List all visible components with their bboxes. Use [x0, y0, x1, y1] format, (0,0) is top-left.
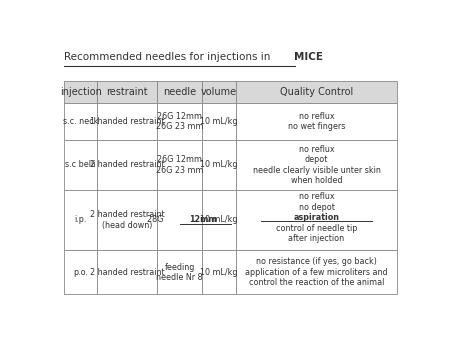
Bar	[97, 103, 158, 140]
Bar	[97, 140, 158, 190]
Bar	[158, 103, 202, 140]
Text: injection: injection	[60, 87, 102, 97]
Text: 2 handed restraint: 2 handed restraint	[90, 160, 165, 169]
Bar	[158, 140, 202, 190]
Text: after injection: after injection	[288, 234, 345, 243]
Bar	[97, 190, 158, 250]
Bar	[64, 190, 97, 250]
Text: Quality Control: Quality Control	[280, 87, 353, 97]
Text: 2 handed restraint: 2 handed restraint	[90, 268, 165, 277]
Bar	[236, 81, 397, 103]
Text: s.c. neck: s.c. neck	[63, 117, 98, 126]
Bar	[158, 190, 202, 250]
Text: 10 mL/kg: 10 mL/kg	[200, 160, 238, 169]
Text: 2 handed restraint
(head down): 2 handed restraint (head down)	[90, 210, 165, 230]
Bar	[236, 103, 397, 140]
Text: no reflux: no reflux	[299, 192, 334, 201]
Text: aspiration: aspiration	[293, 213, 339, 222]
Bar	[64, 140, 97, 190]
Bar	[202, 103, 236, 140]
Text: 1 handed restraint: 1 handed restraint	[90, 117, 165, 126]
Text: p.o.: p.o.	[73, 268, 88, 277]
Bar	[236, 250, 397, 294]
Bar	[202, 190, 236, 250]
Bar	[202, 140, 236, 190]
Text: volume: volume	[201, 87, 237, 97]
Bar	[158, 250, 202, 294]
Text: MICE: MICE	[294, 52, 323, 63]
Text: control of needle tip: control of needle tip	[276, 224, 357, 233]
Bar	[64, 103, 97, 140]
Bar	[202, 250, 236, 294]
Bar	[64, 250, 97, 294]
Text: no reflux
no wet fingers: no reflux no wet fingers	[288, 112, 345, 131]
Text: no resistance (if yes, go back)
application of a few microliters and
control the: no resistance (if yes, go back) applicat…	[245, 257, 388, 287]
Bar	[236, 140, 397, 190]
Bar	[64, 81, 97, 103]
Text: no reflux
depot
needle clearly visible unter skin
when holded: no reflux depot needle clearly visible u…	[252, 145, 380, 185]
Bar	[97, 250, 158, 294]
Text: needle: needle	[163, 87, 196, 97]
Bar	[236, 190, 397, 250]
Bar	[97, 81, 158, 103]
Text: 10 mL/kg: 10 mL/kg	[200, 117, 238, 126]
Text: s.c belli: s.c belli	[65, 160, 96, 169]
Text: i.p.: i.p.	[74, 215, 87, 224]
Bar	[158, 81, 202, 103]
Text: Recommended needles for injections in: Recommended needles for injections in	[64, 52, 274, 63]
Text: restraint: restraint	[107, 87, 148, 97]
Text: 26G 12mm
26G 23 mm: 26G 12mm 26G 23 mm	[156, 112, 203, 131]
Bar	[202, 81, 236, 103]
Text: no depot: no depot	[298, 203, 334, 212]
Text: 10 mL/kg: 10 mL/kg	[200, 215, 238, 224]
Text: 12mm: 12mm	[189, 215, 217, 224]
Text: 28G: 28G	[147, 215, 166, 224]
Text: 10 mL/kg: 10 mL/kg	[200, 268, 238, 277]
Text: 26G 12mm
26G 23 mm: 26G 12mm 26G 23 mm	[156, 155, 203, 174]
Text: feeding
needle Nr 8: feeding needle Nr 8	[157, 263, 203, 282]
